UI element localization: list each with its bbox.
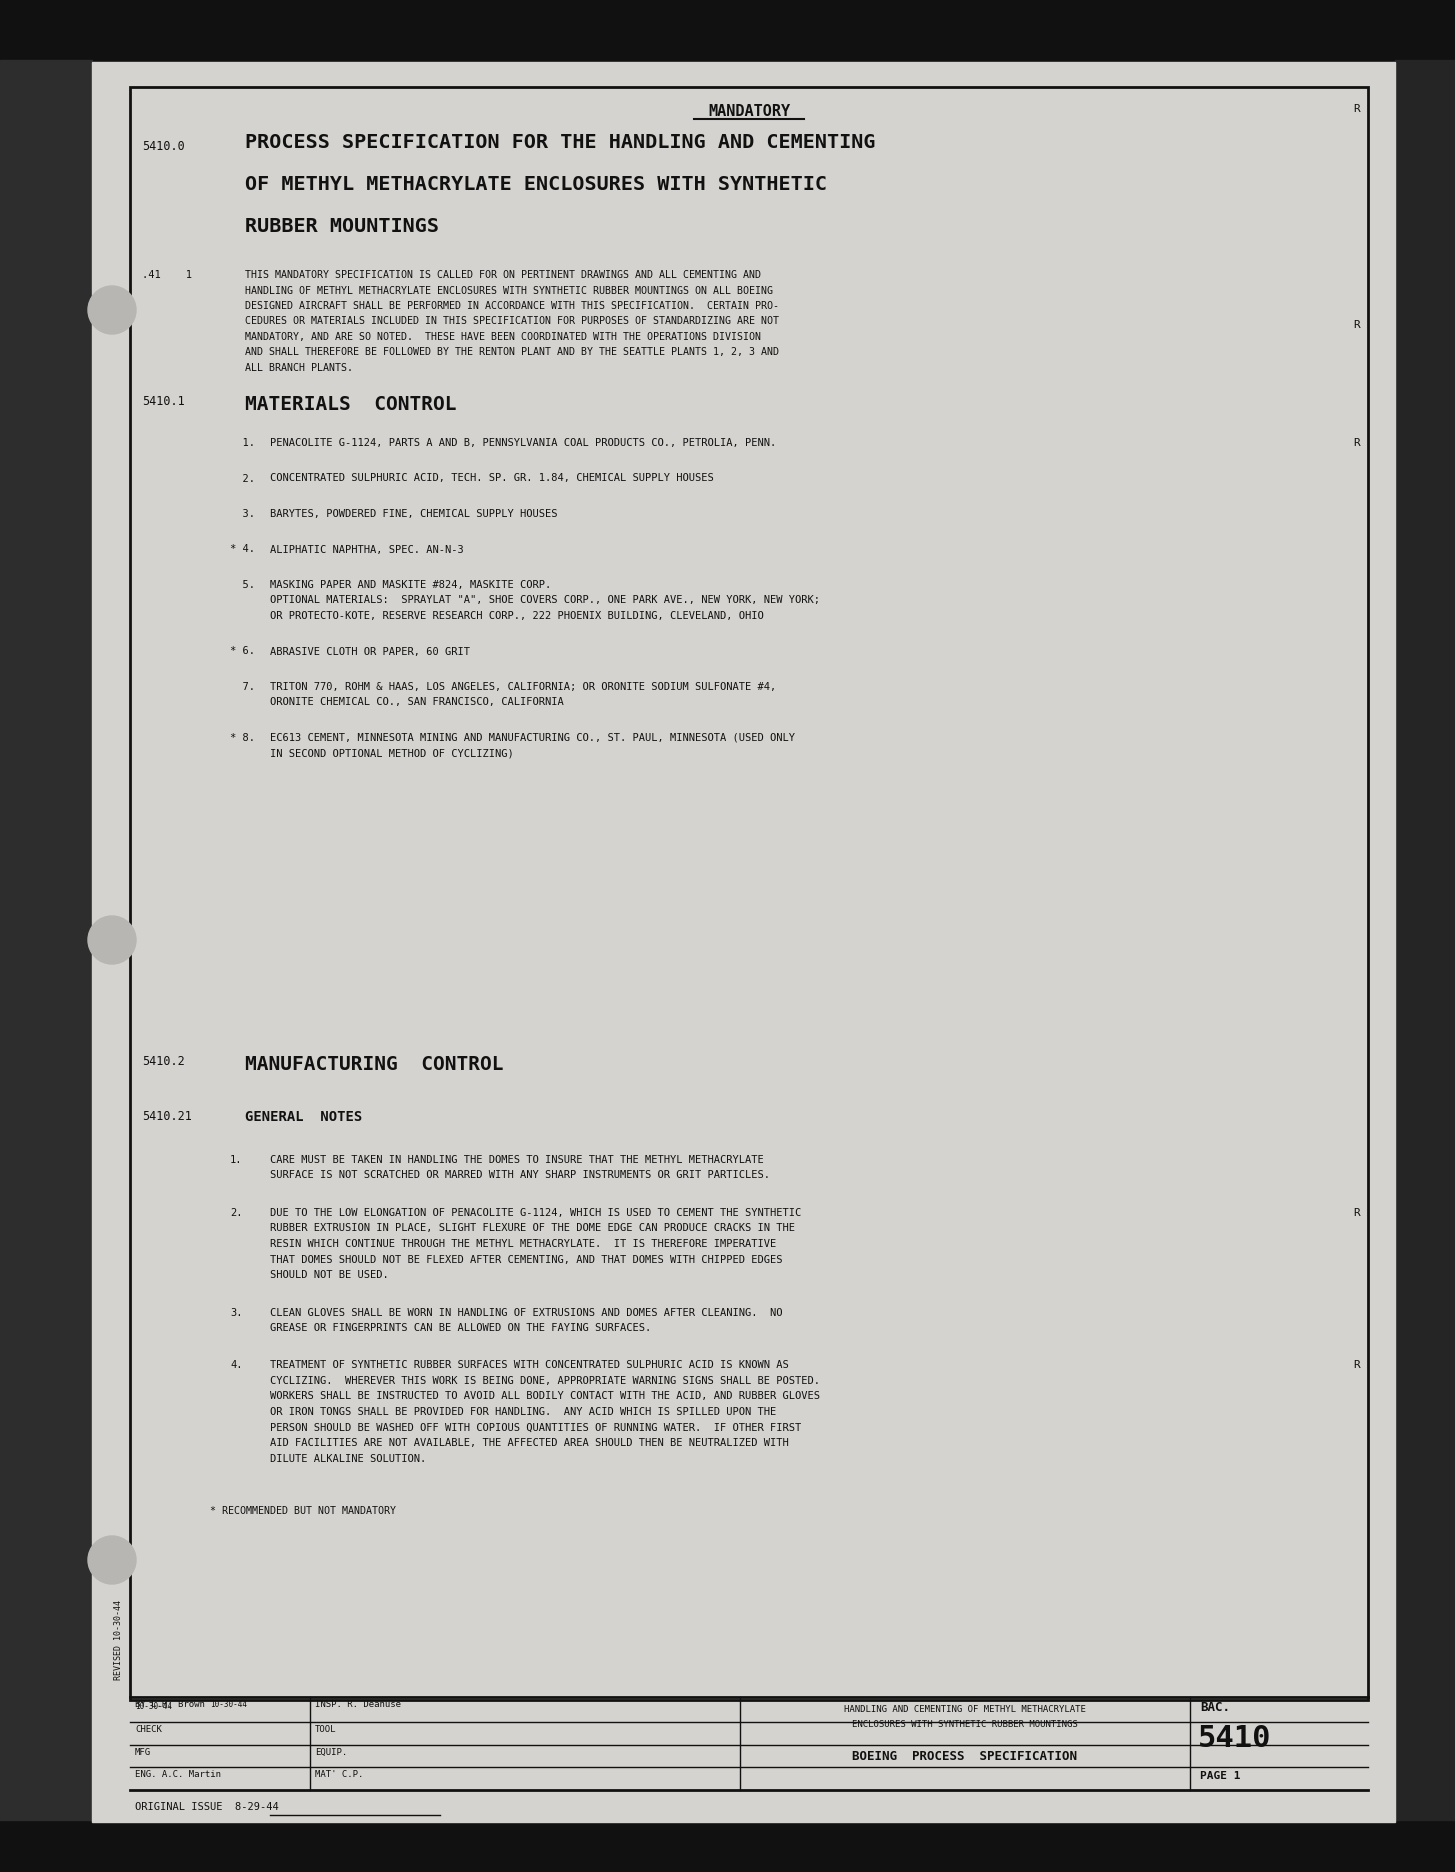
Text: GREASE OR FINGERPRINTS CAN BE ALLOWED ON THE FAYING SURFACES.: GREASE OR FINGERPRINTS CAN BE ALLOWED ON…	[271, 1324, 652, 1333]
Text: IN SECOND OPTIONAL METHOD OF CYCLIZING): IN SECOND OPTIONAL METHOD OF CYCLIZING)	[271, 749, 514, 758]
Text: RUBBER MOUNTINGS: RUBBER MOUNTINGS	[244, 217, 439, 236]
Text: BAC.: BAC.	[1200, 1702, 1229, 1715]
Text: PERSON SHOULD BE WASHED OFF WITH COPIOUS QUANTITIES OF RUNNING WATER.  IF OTHER : PERSON SHOULD BE WASHED OFF WITH COPIOUS…	[271, 1423, 802, 1432]
Bar	[129, 86, 1368, 1700]
Text: THIS MANDATORY SPECIFICATION IS CALLED FOR ON PERTINENT DRAWINGS AND ALL CEMENTI: THIS MANDATORY SPECIFICATION IS CALLED F…	[244, 270, 761, 281]
Circle shape	[87, 915, 135, 964]
Text: 10-30-44: 10-30-44	[135, 1702, 172, 1711]
Text: BOEING  PROCESS  SPECIFICATION: BOEING PROCESS SPECIFICATION	[853, 1750, 1078, 1763]
Text: ENG. A.C. Martin: ENG. A.C. Martin	[135, 1771, 221, 1778]
Text: 3.: 3.	[230, 1307, 243, 1318]
Text: TOOL: TOOL	[314, 1724, 336, 1733]
Text: TREATMENT OF SYNTHETIC RUBBER SURFACES WITH CONCENTRATED SULPHURIC ACID IS KNOWN: TREATMENT OF SYNTHETIC RUBBER SURFACES W…	[271, 1361, 789, 1370]
Text: MFG: MFG	[135, 1748, 151, 1758]
Text: 2.: 2.	[230, 474, 255, 483]
Text: CARE MUST BE TAKEN IN HANDLING THE DOMES TO INSURE THAT THE METHYL METHACRYLATE: CARE MUST BE TAKEN IN HANDLING THE DOMES…	[271, 1155, 764, 1164]
Text: TRITON 770, ROHM & HAAS, LOS ANGELES, CALIFORNIA; OR ORONITE SODIUM SULFONATE #4: TRITON 770, ROHM & HAAS, LOS ANGELES, CA…	[271, 681, 777, 693]
Bar	[0, 1820, 1455, 1872]
Text: CEDURES OR MATERIALS INCLUDED IN THIS SPECIFICATION FOR PURPOSES OF STANDARDIZIN: CEDURES OR MATERIALS INCLUDED IN THIS SP…	[244, 316, 778, 326]
Text: BY L.H. Brown: BY L.H. Brown	[135, 1700, 205, 1709]
Text: HANDLING AND CEMENTING OF METHYL METHACRYLATE: HANDLING AND CEMENTING OF METHYL METHACR…	[844, 1705, 1085, 1715]
Text: 5410.21: 5410.21	[143, 1110, 192, 1123]
Text: PENACOLITE G-1124, PARTS A AND B, PENNSYLVANIA COAL PRODUCTS CO., PETROLIA, PENN: PENACOLITE G-1124, PARTS A AND B, PENNSY…	[271, 438, 777, 447]
Text: EC613 CEMENT, MINNESOTA MINING AND MANUFACTURING CO., ST. PAUL, MINNESOTA (USED : EC613 CEMENT, MINNESOTA MINING AND MANUF…	[271, 734, 794, 743]
Text: 5410.1: 5410.1	[143, 395, 185, 408]
Bar	[0, 60, 92, 1820]
Text: R: R	[1353, 1361, 1360, 1370]
Text: OR IRON TONGS SHALL BE PROVIDED FOR HANDLING.  ANY ACID WHICH IS SPILLED UPON TH: OR IRON TONGS SHALL BE PROVIDED FOR HAND…	[271, 1408, 777, 1417]
Text: BARYTES, POWDERED FINE, CHEMICAL SUPPLY HOUSES: BARYTES, POWDERED FINE, CHEMICAL SUPPLY …	[271, 509, 557, 519]
Text: 10-30-44: 10-30-44	[210, 1700, 247, 1709]
Bar	[0, 0, 1455, 67]
Text: * 8.: * 8.	[230, 734, 255, 743]
Text: HANDLING OF METHYL METHACRYLATE ENCLOSURES WITH SYNTHETIC RUBBER MOUNTINGS ON AL: HANDLING OF METHYL METHACRYLATE ENCLOSUR…	[244, 286, 773, 296]
Text: DUE TO THE LOW ELONGATION OF PENACOLITE G-1124, WHICH IS USED TO CEMENT THE SYNT: DUE TO THE LOW ELONGATION OF PENACOLITE …	[271, 1207, 802, 1219]
Text: THAT DOMES SHOULD NOT BE FLEXED AFTER CEMENTING, AND THAT DOMES WITH CHIPPED EDG: THAT DOMES SHOULD NOT BE FLEXED AFTER CE…	[271, 1254, 783, 1264]
Text: REVISED 10-30-44: REVISED 10-30-44	[113, 1601, 124, 1679]
Text: OPTIONAL MATERIALS:  SPRAYLAT "A", SHOE COVERS CORP., ONE PARK AVE., NEW YORK, N: OPTIONAL MATERIALS: SPRAYLAT "A", SHOE C…	[271, 595, 821, 605]
Text: .41    1: .41 1	[143, 270, 192, 281]
Text: CONCENTRATED SULPHURIC ACID, TECH. SP. GR. 1.84, CHEMICAL SUPPLY HOUSES: CONCENTRATED SULPHURIC ACID, TECH. SP. G…	[271, 474, 714, 483]
Text: INSP. R. Deanuse: INSP. R. Deanuse	[314, 1700, 402, 1709]
Text: R: R	[1353, 438, 1360, 447]
Text: GENERAL  NOTES: GENERAL NOTES	[244, 1110, 362, 1123]
Text: * 4.: * 4.	[230, 545, 255, 554]
Text: PAGE 1: PAGE 1	[1200, 1771, 1241, 1780]
Text: CYCLIZING.  WHEREVER THIS WORK IS BEING DONE, APPROPRIATE WARNING SIGNS SHALL BE: CYCLIZING. WHEREVER THIS WORK IS BEING D…	[271, 1376, 821, 1385]
Text: AND SHALL THEREFORE BE FOLLOWED BY THE RENTON PLANT AND BY THE SEATTLE PLANTS 1,: AND SHALL THEREFORE BE FOLLOWED BY THE R…	[244, 348, 778, 358]
Text: 4.: 4.	[230, 1361, 243, 1370]
Text: 5410.0: 5410.0	[143, 140, 185, 154]
Text: ABRASIVE CLOTH OR PAPER, 60 GRIT: ABRASIVE CLOTH OR PAPER, 60 GRIT	[271, 646, 470, 657]
Text: 5410.2: 5410.2	[143, 1056, 185, 1069]
Text: RESIN WHICH CONTINUE THROUGH THE METHYL METHACRYLATE.  IT IS THEREFORE IMPERATIV: RESIN WHICH CONTINUE THROUGH THE METHYL …	[271, 1239, 777, 1249]
Text: 1.: 1.	[230, 1155, 243, 1164]
Text: R: R	[1353, 1207, 1360, 1219]
Text: OR PROTECTO-KOTE, RESERVE RESEARCH CORP., 222 PHOENIX BUILDING, CLEVELAND, OHIO: OR PROTECTO-KOTE, RESERVE RESEARCH CORP.…	[271, 610, 764, 622]
Text: R: R	[1353, 320, 1360, 329]
Text: OF METHYL METHACRYLATE ENCLOSURES WITH SYNTHETIC: OF METHYL METHACRYLATE ENCLOSURES WITH S…	[244, 174, 826, 195]
Text: RUBBER EXTRUSION IN PLACE, SLIGHT FLEXURE OF THE DOME EDGE CAN PRODUCE CRACKS IN: RUBBER EXTRUSION IN PLACE, SLIGHT FLEXUR…	[271, 1224, 794, 1234]
Text: CLEAN GLOVES SHALL BE WORN IN HANDLING OF EXTRUSIONS AND DOMES AFTER CLEANING.  : CLEAN GLOVES SHALL BE WORN IN HANDLING O…	[271, 1307, 783, 1318]
Text: MATERIALS  CONTROL: MATERIALS CONTROL	[244, 395, 457, 414]
Text: SURFACE IS NOT SCRATCHED OR MARRED WITH ANY SHARP INSTRUMENTS OR GRIT PARTICLES.: SURFACE IS NOT SCRATCHED OR MARRED WITH …	[271, 1170, 770, 1181]
Text: MAT' C.P.: MAT' C.P.	[314, 1771, 364, 1778]
Text: * RECOMMENDED BUT NOT MANDATORY: * RECOMMENDED BUT NOT MANDATORY	[210, 1505, 396, 1516]
Text: ALIPHATIC NAPHTHA, SPEC. AN-N-3: ALIPHATIC NAPHTHA, SPEC. AN-N-3	[271, 545, 464, 554]
Text: CHECK: CHECK	[135, 1724, 162, 1733]
Text: ORIGINAL ISSUE  8-29-44: ORIGINAL ISSUE 8-29-44	[135, 1803, 279, 1812]
Text: 1.: 1.	[230, 438, 255, 447]
Text: MANDATORY, AND ARE SO NOTED.  THESE HAVE BEEN COORDINATED WITH THE OPERATIONS DI: MANDATORY, AND ARE SO NOTED. THESE HAVE …	[244, 331, 761, 343]
Bar	[1395, 60, 1455, 1820]
Text: ENCLOSURES WITH SYNTHETIC RUBBER MOUNTINGS: ENCLOSURES WITH SYNTHETIC RUBBER MOUNTIN…	[853, 1720, 1078, 1730]
Text: AID FACILITIES ARE NOT AVAILABLE, THE AFFECTED AREA SHOULD THEN BE NEUTRALIZED W: AID FACILITIES ARE NOT AVAILABLE, THE AF…	[271, 1438, 789, 1449]
Text: 3.: 3.	[230, 509, 255, 519]
Text: * 6.: * 6.	[230, 646, 255, 657]
Circle shape	[87, 1537, 135, 1584]
Text: 7.: 7.	[230, 681, 255, 693]
Text: ALL BRANCH PLANTS.: ALL BRANCH PLANTS.	[244, 363, 354, 373]
Text: DESIGNED AIRCRAFT SHALL BE PERFORMED IN ACCORDANCE WITH THIS SPECIFICATION.  CER: DESIGNED AIRCRAFT SHALL BE PERFORMED IN …	[244, 301, 778, 311]
Text: EQUIP.: EQUIP.	[314, 1748, 348, 1758]
Text: MASKING PAPER AND MASKITE #824, MASKITE CORP.: MASKING PAPER AND MASKITE #824, MASKITE …	[271, 580, 551, 590]
Text: R: R	[1353, 105, 1360, 114]
Text: MANDATORY: MANDATORY	[709, 105, 790, 120]
Text: DILUTE ALKALINE SOLUTION.: DILUTE ALKALINE SOLUTION.	[271, 1453, 426, 1464]
Text: SHOULD NOT BE USED.: SHOULD NOT BE USED.	[271, 1269, 388, 1280]
Text: 5410: 5410	[1197, 1724, 1272, 1752]
Bar	[92, 62, 1395, 1821]
Circle shape	[87, 286, 135, 333]
Text: ORONITE CHEMICAL CO., SAN FRANCISCO, CALIFORNIA: ORONITE CHEMICAL CO., SAN FRANCISCO, CAL…	[271, 698, 563, 708]
Text: 5.: 5.	[230, 580, 255, 590]
Text: 2.: 2.	[230, 1207, 243, 1219]
Text: MANUFACTURING  CONTROL: MANUFACTURING CONTROL	[244, 1056, 503, 1075]
Text: WORKERS SHALL BE INSTRUCTED TO AVOID ALL BODILY CONTACT WITH THE ACID, AND RUBBE: WORKERS SHALL BE INSTRUCTED TO AVOID ALL…	[271, 1391, 821, 1402]
Text: PROCESS SPECIFICATION FOR THE HANDLING AND CEMENTING: PROCESS SPECIFICATION FOR THE HANDLING A…	[244, 133, 876, 152]
